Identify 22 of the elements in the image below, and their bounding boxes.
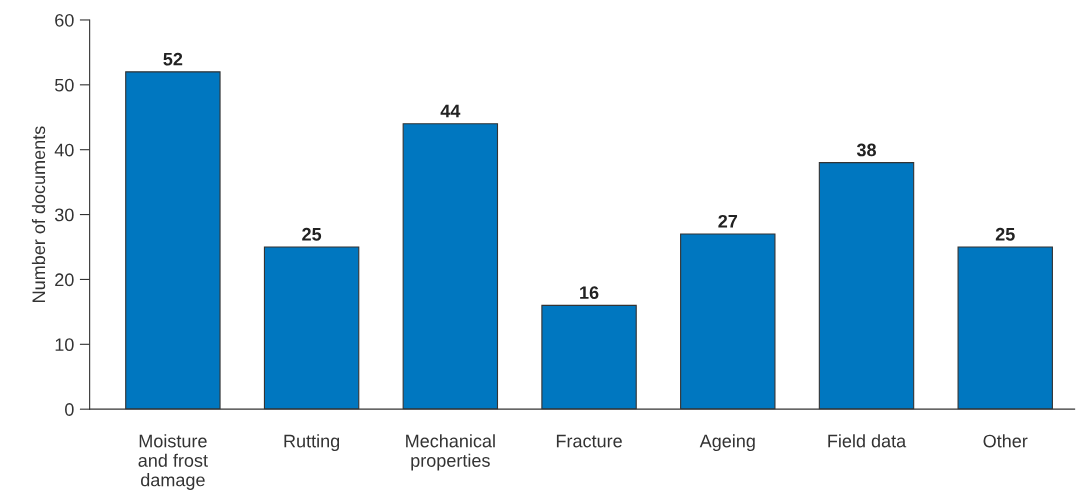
data-label: 25 (302, 227, 322, 241)
x-tick-label: Ageing (699, 434, 755, 452)
x-tick-label: Moisture and frost damage (138, 434, 208, 490)
x-tick-label: Fracture (556, 434, 622, 448)
x-tick-label: Field data (828, 434, 907, 448)
y-axis-title: Number of documents (31, 126, 46, 302)
data-label: 16 (580, 286, 599, 300)
data-label: 38 (856, 143, 876, 157)
y-tick-label: 10 (55, 338, 74, 352)
x-tick-label: Mechanical properties (406, 434, 495, 471)
data-label: 25 (995, 227, 1015, 241)
y-tick-label: 40 (54, 143, 74, 157)
data-label: 27 (718, 214, 738, 228)
data-label: 44 (440, 104, 461, 118)
y-tick-label: 60 (55, 13, 74, 27)
data-label: 52 (163, 52, 183, 66)
y-tick-label: 20 (55, 273, 74, 287)
x-tick-label: Rutting (284, 434, 340, 452)
x-tick-label: Other (983, 434, 1028, 448)
y-tick-label: 30 (54, 208, 74, 222)
y-tick-label: 50 (55, 78, 74, 92)
y-tick-label: 0 (65, 403, 74, 416)
